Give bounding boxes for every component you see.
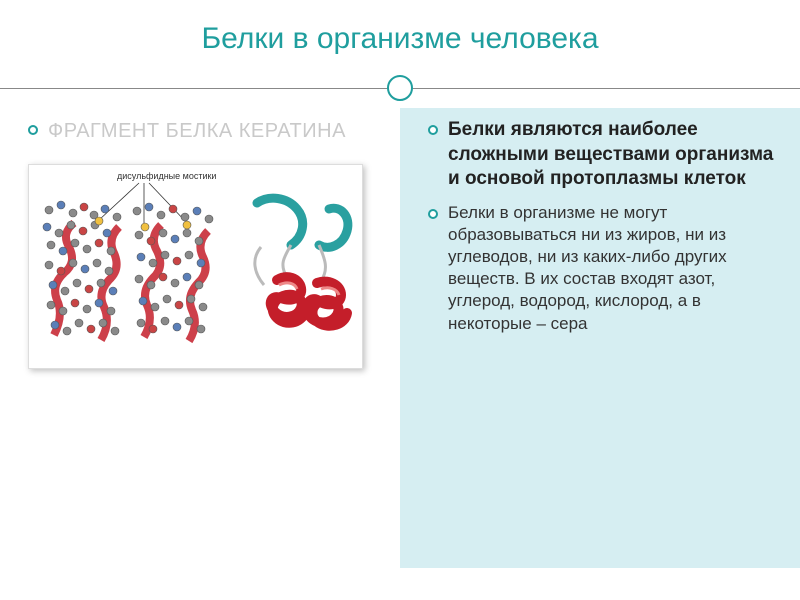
ribbon-structure (255, 198, 348, 326)
bullet-dot-icon (28, 125, 38, 135)
right-bullet-1-text: Белки являются наиболее сложными веществ… (448, 118, 780, 192)
right-bullet-2: Белки в организме не могут образовыватьс… (428, 202, 780, 335)
left-bullet-1-text: ФРАГМЕНТ БЕЛКА КЕРАТИНА (48, 118, 346, 144)
title-area: Белки в организме человека (0, 0, 800, 74)
slide: Белки в организме человека ФРАГМЕНТ БЕЛК… (0, 0, 800, 600)
columns-container: ФРАГМЕНТ БЕЛКА КЕРАТИНА дисульфидные мос… (0, 108, 800, 568)
left-bullet-1: ФРАГМЕНТ БЕЛКА КЕРАТИНА (28, 118, 380, 144)
image-caption: дисульфидные мостики (117, 171, 216, 181)
slide-title: Белки в организме человека (0, 22, 800, 56)
bullet-dot-icon (428, 209, 438, 219)
left-column: ФРАГМЕНТ БЕЛКА КЕРАТИНА дисульфидные мос… (0, 108, 400, 568)
keratin-image: дисульфидные мостики (28, 164, 363, 369)
right-column: Белки являются наиболее сложными веществ… (400, 108, 800, 568)
right-bullet-1: Белки являются наиболее сложными веществ… (428, 118, 780, 192)
right-bullet-2-text: Белки в организме не могут образовыватьс… (448, 202, 780, 335)
protein-structure-svg (29, 165, 363, 369)
circle-decoration-icon (387, 75, 413, 101)
bullet-dot-icon (428, 125, 438, 135)
